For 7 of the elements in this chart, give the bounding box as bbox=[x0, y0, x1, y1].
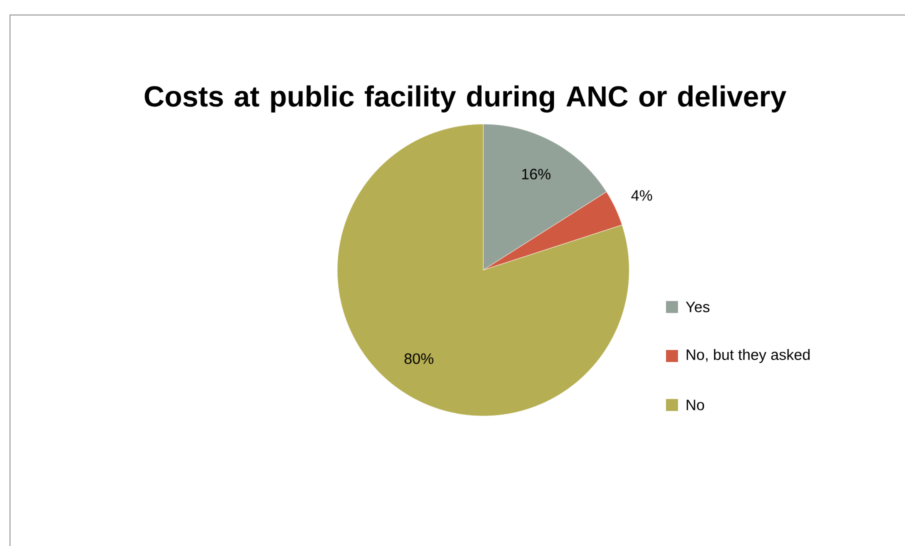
chart-title: Costs at public facility during ANC or delivery bbox=[144, 85, 786, 113]
legend-label: Yes bbox=[686, 302, 710, 312]
legend-label: No, but they asked bbox=[686, 348, 810, 363]
data-label: 16% bbox=[522, 168, 550, 180]
data-label: 80% bbox=[404, 353, 434, 364]
legend-label: No bbox=[686, 400, 704, 410]
data-label: 4% bbox=[631, 190, 652, 201]
